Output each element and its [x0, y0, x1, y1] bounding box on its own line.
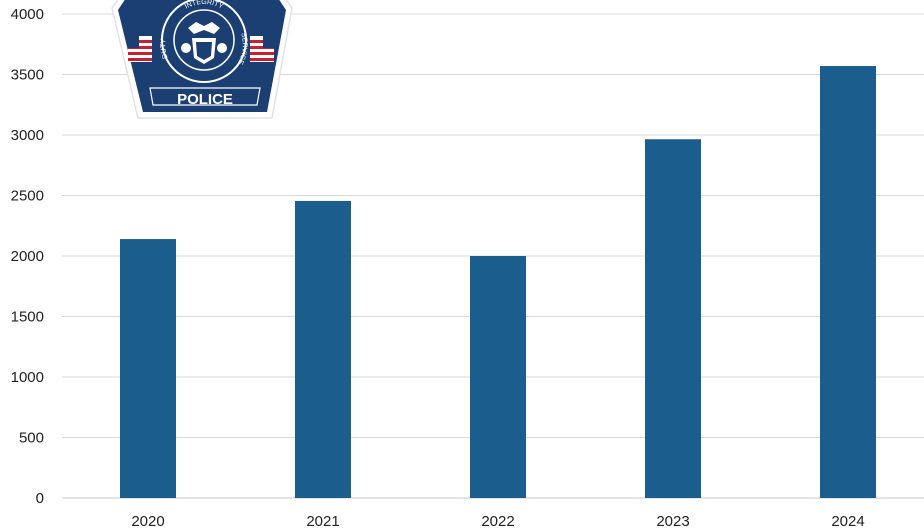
x-tick-label: 2024 [831, 513, 864, 530]
flag-left-icon [128, 36, 152, 62]
y-tick-label: 1000 [11, 369, 44, 386]
x-tick-label: 2023 [656, 513, 689, 530]
y-tick-label: 1500 [11, 309, 44, 326]
x-tick-label: 2020 [131, 513, 164, 530]
y-tick-label: 3500 [11, 67, 44, 84]
y-tick-label: 3000 [11, 127, 44, 144]
state-seal-icon [161, 0, 247, 83]
x-axis-ticks: 2020 2021 2022 2023 2024 [131, 513, 864, 530]
bar-2020 [120, 239, 176, 498]
badge-motto-right: SERVICE [236, 32, 248, 65]
y-tick-label: 0 [36, 490, 44, 507]
bar-2022 [470, 256, 526, 498]
bar-2021 [295, 200, 351, 498]
y-tick-label: 4000 [11, 6, 44, 23]
flag-right-icon [250, 36, 274, 62]
y-tick-label: 2500 [11, 188, 44, 205]
y-tick-label: 500 [19, 430, 44, 447]
police-badge-logo: POLICE [111, 0, 293, 119]
y-axis-ticks: 0 500 1000 1500 2000 2500 3000 3500 4000 [11, 6, 44, 507]
bar-2023 [645, 139, 701, 499]
x-tick-label: 2021 [306, 513, 339, 530]
badge-motto-top: INTEGRITY [184, 0, 225, 11]
x-tick-label: 2022 [481, 513, 514, 530]
bars [120, 66, 876, 499]
badge-label: POLICE [177, 91, 233, 108]
y-tick-label: 2000 [11, 248, 44, 265]
bar-2024 [820, 66, 876, 498]
badge-motto-left: DUTY [160, 38, 169, 59]
